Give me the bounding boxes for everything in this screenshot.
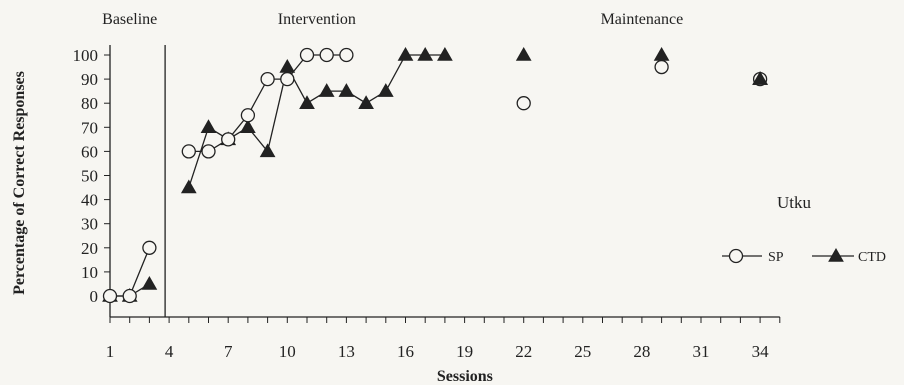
data-point	[397, 46, 414, 61]
data-point	[437, 46, 453, 61]
x-tick-label: 31	[693, 342, 710, 361]
legend: SP CTD	[722, 247, 886, 265]
overlap-points	[752, 71, 768, 85]
phase-label: Intervention	[278, 11, 356, 28]
data-point	[259, 143, 276, 158]
data-point	[828, 247, 844, 262]
y-tick-label: 40	[81, 191, 98, 210]
x-tick-label: 10	[279, 342, 296, 361]
data-point	[240, 108, 256, 123]
y-tick-label: 70	[81, 118, 98, 137]
axes	[109, 45, 780, 318]
data-point	[318, 83, 335, 97]
legend-label-sp: SP	[768, 250, 784, 265]
data-point	[280, 71, 295, 87]
data-point	[299, 95, 315, 109]
data-point	[122, 288, 137, 304]
x-tick-label: 13	[338, 342, 355, 361]
data-point	[221, 132, 236, 147]
data-point	[358, 95, 374, 109]
data-point	[752, 71, 768, 85]
y-tick-label: 30	[81, 215, 98, 234]
data-point	[728, 248, 744, 264]
y-tick-label: 100	[73, 46, 99, 65]
y-tick-label: 0	[90, 287, 99, 306]
data-point	[516, 96, 531, 111]
series-line	[188, 54, 347, 153]
series-sp-points	[102, 47, 768, 304]
x-tick-label: 7	[224, 342, 233, 361]
y-tick-label: 60	[81, 142, 98, 161]
y-tick-label: 80	[81, 94, 98, 113]
data-point	[201, 144, 216, 159]
data-point	[417, 46, 434, 61]
ticks: 0 10 20 30 40 50 60 70 80 90 100 1 4 7 10 13 16 19 22 25 28 3…	[73, 46, 781, 361]
data-point	[515, 46, 532, 61]
y-tick-label: 20	[81, 239, 98, 258]
series-ctd-lines	[110, 54, 445, 297]
data-point	[260, 71, 275, 87]
x-tick-label: 19	[456, 342, 473, 361]
x-tick-label: 25	[574, 342, 591, 361]
series-line	[188, 54, 445, 188]
legend-label-ctd: CTD	[858, 250, 886, 265]
y-tick-label: 90	[81, 70, 98, 89]
phase-annotations: Baseline Intervention Maintenance	[102, 11, 683, 317]
x-axis-title: Sessions	[437, 368, 493, 385]
data-point	[181, 144, 196, 159]
data-point	[102, 288, 118, 304]
data-point	[141, 275, 158, 290]
x-tick-label: 28	[633, 342, 650, 361]
x-tick-label: 16	[397, 342, 414, 361]
data-point	[299, 47, 315, 63]
data-point	[654, 59, 669, 75]
x-tick-label: 34	[752, 342, 770, 361]
participant-label: Utku	[777, 193, 812, 212]
data-point	[142, 240, 157, 255]
data-point	[279, 59, 296, 73]
x-tick-label: 22	[515, 342, 532, 361]
series-group	[102, 46, 768, 304]
phase-label: Baseline	[102, 11, 157, 28]
data-point	[240, 119, 256, 134]
data-point	[377, 83, 394, 97]
data-point	[180, 179, 197, 194]
phase-label: Maintenance	[601, 11, 684, 28]
data-point	[653, 46, 670, 61]
y-tick-label: 10	[81, 263, 98, 282]
data-point	[339, 47, 354, 63]
data-point	[200, 119, 217, 134]
series-ctd-points	[102, 46, 768, 302]
data-point	[319, 47, 334, 63]
y-tick-label: 50	[81, 167, 98, 186]
y-axis-title: Percentage of Correct Responses	[11, 71, 28, 295]
x-tick-label: 1	[106, 342, 115, 361]
series-sp-lines	[110, 54, 347, 297]
data-point	[338, 83, 355, 97]
x-tick-label: 4	[165, 342, 174, 361]
